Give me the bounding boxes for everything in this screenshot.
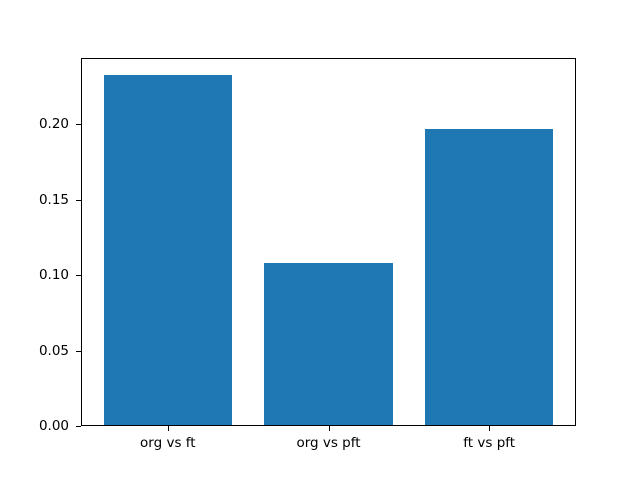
y-tick-label-0.10: 0.10 <box>38 267 69 284</box>
x-tick-mark <box>167 426 169 431</box>
x-tick-label-org-vs-ft: org vs ft <box>140 435 196 451</box>
bar-ft-vs-pft <box>424 128 554 426</box>
x-tick-label-org-vs-pft: org vs pft <box>296 435 361 451</box>
y-tick-mark <box>76 199 81 201</box>
bar-org-vs-ft <box>103 74 233 426</box>
y-tick-mark <box>76 350 81 352</box>
y-tick-mark <box>76 124 81 126</box>
y-tick-label-0.15: 0.15 <box>38 191 69 208</box>
x-tick-label-ft-vs-pft: ft vs pft <box>463 435 516 451</box>
plot-area: org vs ft org vs pft ft vs pft 0.00 0.05 0.10… <box>39 58 576 450</box>
y-tick-label-0.05: 0.05 <box>38 342 69 359</box>
x-tick-mark <box>328 426 330 431</box>
y-tick-mark <box>76 426 81 427</box>
y-tick-label-0.20: 0.20 <box>38 116 69 133</box>
x-tick-mark <box>489 426 491 431</box>
y-tick-label-0.00: 0.00 <box>38 418 69 434</box>
bar-org-vs-pft <box>264 263 393 426</box>
y-tick-mark <box>76 275 81 277</box>
